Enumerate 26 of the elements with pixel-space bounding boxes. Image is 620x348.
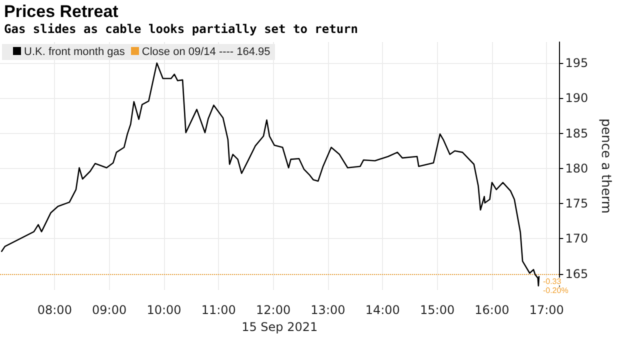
annotation: -0.20% — [542, 286, 568, 296]
y-tick-label: 175 — [565, 196, 588, 211]
x-tick-label: 09:00 — [92, 303, 127, 317]
x-tick-label: 12:00 — [256, 303, 291, 317]
y-tick-label: 190 — [565, 91, 588, 106]
chart-subtitle: Gas slides as cable looks partially set to return — [4, 22, 358, 36]
annotation: -0.33 — [542, 277, 562, 286]
x-tick-label: 10:00 — [146, 303, 182, 317]
y-tick-label: 185 — [565, 126, 588, 140]
x-tick-label: 17:00 — [529, 303, 564, 317]
x-tick-label: 14:00 — [365, 303, 400, 317]
x-tick-label: 13:00 — [310, 303, 346, 317]
x-tick-label: 08:00 — [37, 303, 72, 317]
chart-title: Prices Retreat — [4, 2, 118, 22]
legend-label: Close on 09/14 ---- 164.95 — [142, 46, 270, 58]
x-axis-title: 15 Sep 2021 — [242, 320, 318, 334]
legend-label: U.K. front month gas — [24, 46, 125, 58]
y-tick-label: 180 — [565, 161, 588, 176]
y-tick-label: 165 — [565, 266, 588, 281]
line-series — [0, 62, 540, 286]
x-tick-label: 15:00 — [420, 303, 455, 317]
x-tick-label: 11:00 — [201, 303, 236, 317]
y-tick-label: 195 — [565, 56, 588, 70]
y-tick-label: 170 — [565, 232, 588, 246]
x-tick-label: 16:00 — [474, 303, 510, 317]
y-axis-title: pence a therm — [598, 118, 613, 214]
